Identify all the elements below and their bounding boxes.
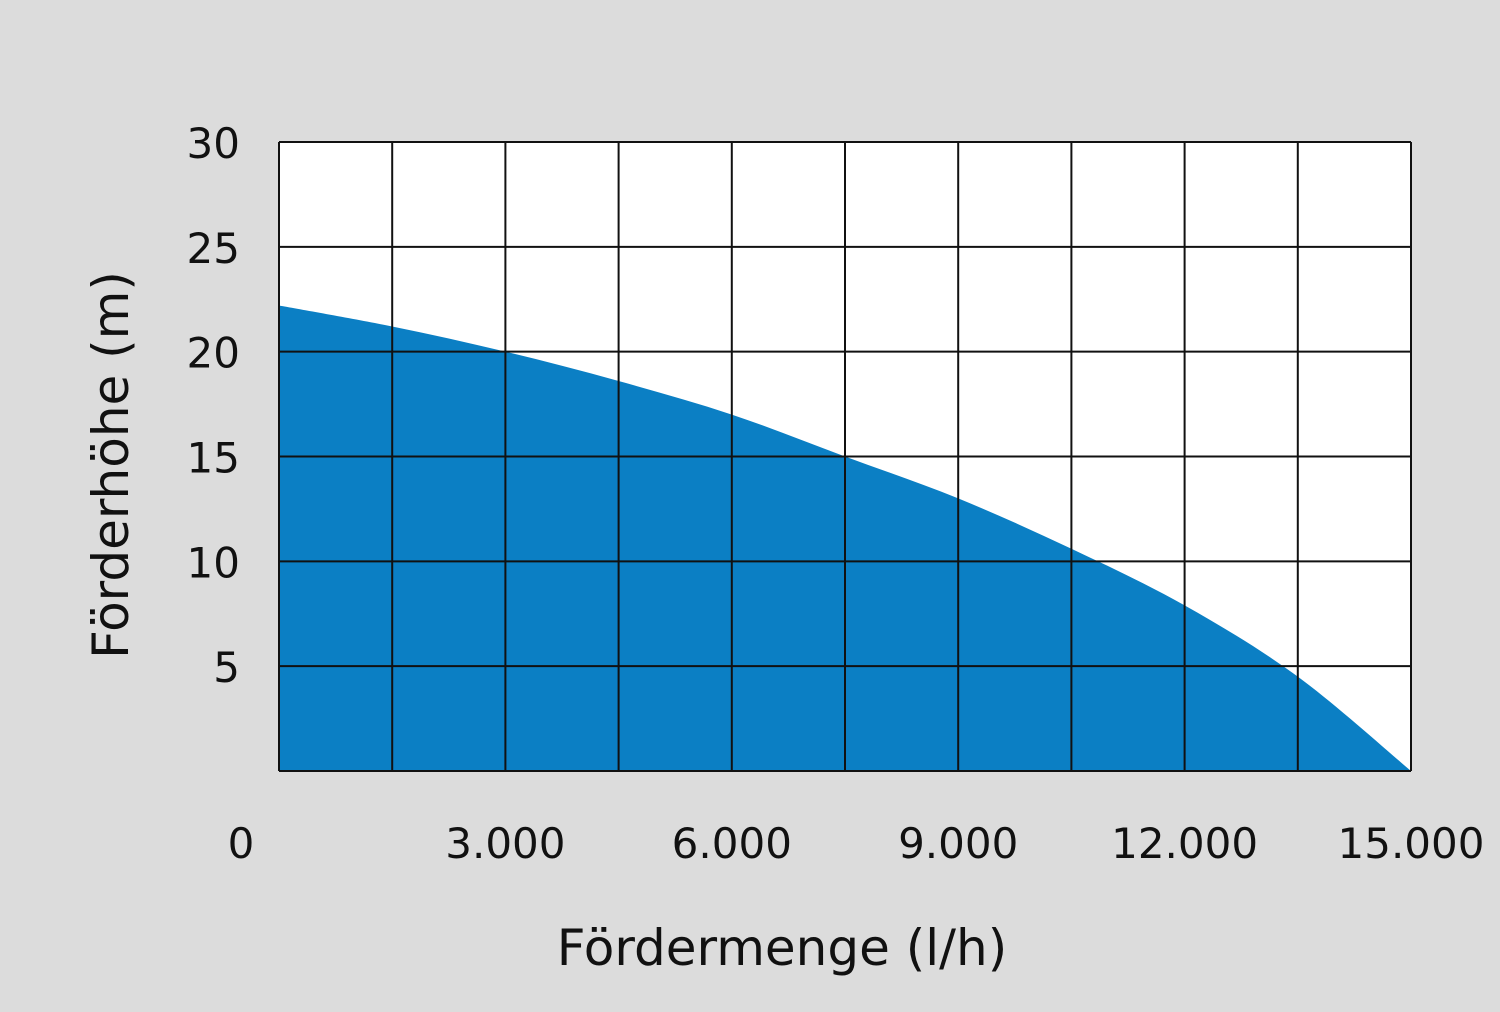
y-tick-label: 10 — [187, 538, 240, 587]
x-tick-label: 15.000 — [1338, 819, 1485, 868]
x-tick-label: 9.000 — [898, 819, 1018, 868]
x-tick-label: 6.000 — [672, 819, 792, 868]
y-tick-label: 15 — [187, 434, 240, 483]
x-tick-label: 3.000 — [445, 819, 565, 868]
y-axis-label: Förderhöhe (m) — [82, 271, 140, 659]
y-tick-label: 25 — [187, 224, 240, 273]
x-tick-label: 0 — [228, 819, 255, 868]
y-tick-label: 30 — [187, 119, 240, 168]
y-tick-label: 5 — [213, 643, 240, 692]
x-tick-label: 12.000 — [1111, 819, 1258, 868]
y-tick-label: 20 — [187, 329, 240, 378]
x-axis-label: Fördermenge (l/h) — [557, 919, 1007, 977]
